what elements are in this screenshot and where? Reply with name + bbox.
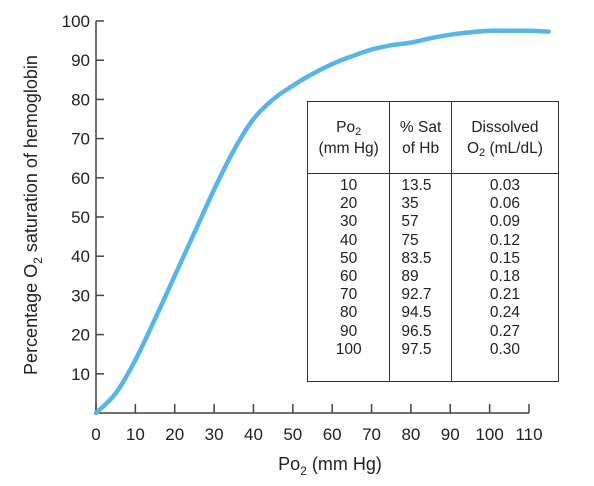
table-cell: 96.5 [401, 322, 432, 340]
y-tick-label: 40 [71, 247, 90, 266]
table-cell: 0.12 [489, 231, 521, 249]
table-cell: 90 [340, 322, 358, 340]
table-cell: 0.27 [489, 322, 521, 340]
table-cell: 80 [340, 304, 358, 322]
x-tick-label: 30 [205, 425, 224, 444]
table-cell: 57 [401, 213, 419, 231]
table-cell: 13.5 [401, 177, 432, 194]
table-cell: 10 [340, 177, 358, 194]
table-cell: 0.24 [489, 304, 521, 322]
y-tick-label: 20 [71, 326, 90, 345]
x-axis: 0 10 20 30 40 50 60 70 80 90 100 110 [91, 404, 543, 444]
y-tick-label: 80 [71, 90, 90, 109]
table-body-po2: 10 20 30 40 50 60 70 80 90 100 [308, 174, 389, 359]
table-cell: 50 [340, 249, 358, 267]
table-body-sat: 13.5 35 57 75 83.5 89 92.7 94.5 96.5 97.5 [390, 174, 451, 359]
x-tick-label: 40 [244, 425, 263, 444]
table-header-dissolved: Dissolved O2 (mL/dL) [451, 102, 558, 174]
x-tick-label: 110 [515, 425, 542, 444]
table-header-sat: % Sat of Hb [390, 102, 451, 174]
table-cell: 0.03 [489, 177, 521, 194]
x-tick-label: 90 [441, 425, 460, 444]
po2-saturation-table: Po2 (mm Hg) 10 20 30 40 50 60 70 80 90 100 % Sat … [307, 101, 559, 382]
x-tick-label: 80 [401, 425, 420, 444]
table-cell: 70 [340, 286, 358, 304]
saturation-curve [93, 28, 551, 416]
table-cell: 97.5 [401, 340, 432, 358]
table-cell: 0.30 [489, 340, 521, 358]
x-axis-title: Po2 (mm Hg) [278, 454, 382, 478]
x-tick-label: 0 [91, 425, 100, 444]
table-cell: 0.21 [489, 286, 521, 304]
table-cell: 0.18 [489, 268, 521, 286]
y-tick-label: 70 [71, 130, 90, 149]
y-tick-label: 10 [71, 365, 90, 384]
y-tick-label: 60 [71, 169, 90, 188]
y-tick-label: 50 [71, 208, 90, 227]
table-cell: 89 [401, 268, 419, 286]
y-axis-title: Percentage O2 saturation of hemoglobin [21, 55, 45, 375]
table-cell: 20 [340, 195, 358, 213]
y-tick-label: 30 [71, 286, 90, 305]
table-body-dissolved: 0.03 0.06 0.09 0.12 0.15 0.18 0.21 0.24 0.27 0.30 [452, 174, 558, 359]
x-tick-label: 20 [165, 425, 184, 444]
x-tick-label: 10 [126, 425, 145, 444]
y-tick-label: 100 [62, 12, 90, 31]
series-layer [93, 28, 551, 416]
table-cell: 35 [401, 195, 419, 213]
table-column-dissolved: Dissolved O2 (mL/dL) 0.03 0.06 0.09 0.12 0.1… [450, 102, 558, 381]
table-cell: 0.06 [489, 195, 521, 213]
y-tick-label: 90 [71, 51, 90, 70]
table-cell: 75 [401, 231, 419, 249]
table-header-po2: Po2 (mm Hg) [308, 102, 390, 174]
table-column-po2: Po2 (mm Hg) 10 20 30 40 50 60 70 80 90 100 [308, 102, 390, 381]
x-tick-label: 60 [323, 425, 342, 444]
table-cell: 100 [335, 340, 362, 358]
table-column-sat: % Sat of Hb 13.5 35 57 75 83.5 89 92.7 94.5 96.5… [389, 102, 451, 381]
table-cell: 30 [340, 213, 358, 231]
table-cell: 60 [340, 268, 358, 286]
table-cell: 94.5 [401, 304, 432, 322]
table-cell: 83.5 [401, 249, 432, 267]
x-tick-label: 100 [475, 425, 503, 444]
table-cell: 92.7 [401, 286, 432, 304]
table-cell: 40 [340, 231, 358, 249]
table-cell: 0.09 [489, 213, 521, 231]
x-tick-label: 50 [283, 425, 302, 444]
x-tick-label: 70 [362, 425, 381, 444]
table-cell: 0.15 [489, 249, 521, 267]
y-axis: 10 20 30 40 50 60 70 80 90 100 [62, 12, 104, 413]
